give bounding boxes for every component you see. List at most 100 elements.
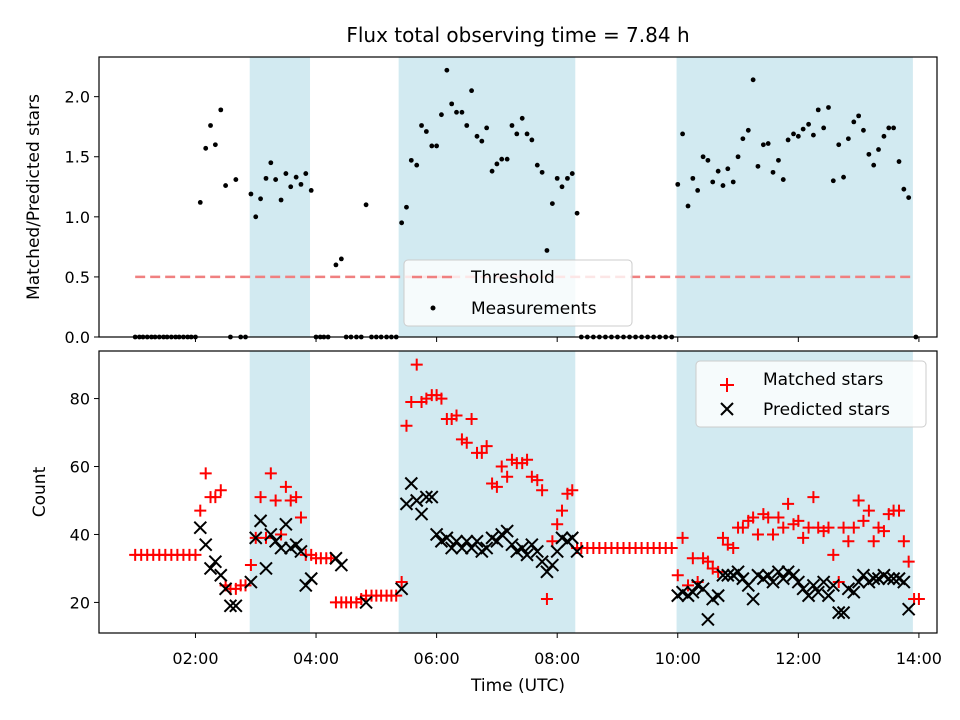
matched-point	[566, 484, 579, 497]
predicted-point	[530, 544, 544, 559]
matched-point	[264, 467, 277, 480]
matched-point	[751, 528, 764, 541]
measurement-point	[906, 195, 912, 201]
measurement-point	[765, 141, 771, 146]
predicted-point	[304, 571, 318, 586]
matched-point	[772, 511, 785, 524]
matched-point	[665, 542, 678, 555]
matched-point	[712, 565, 725, 578]
measurement-point	[459, 109, 465, 115]
predicted-point	[429, 527, 444, 542]
predicted-point	[520, 548, 534, 562]
measurement-point	[499, 156, 505, 162]
matched-point	[716, 531, 729, 544]
predicted-point	[746, 592, 760, 606]
matched-point	[400, 419, 413, 432]
measurement-point	[539, 169, 545, 175]
predicted-point	[771, 565, 786, 579]
matched-point	[435, 392, 448, 405]
matched-point	[239, 579, 252, 592]
measurement-point	[283, 171, 289, 176]
measurement-point	[776, 157, 781, 163]
matched-point	[194, 504, 207, 517]
measurement-point	[720, 183, 726, 188]
measurement-point	[675, 181, 681, 187]
predicted-point	[199, 537, 213, 552]
measurement-point	[770, 169, 776, 175]
predicted-point	[214, 568, 228, 582]
measurement-point	[524, 131, 530, 137]
y-tick-label: 40	[70, 525, 90, 544]
predicted-point	[565, 531, 579, 545]
measurement-point	[298, 181, 304, 187]
predicted-point	[394, 582, 409, 596]
matched-point	[475, 446, 488, 459]
x-tick-label: 04:00	[293, 649, 339, 668]
y-tick-label: 80	[70, 390, 90, 409]
predicted-point	[761, 568, 775, 582]
matched-point	[551, 518, 564, 531]
measurement-point	[263, 175, 269, 181]
matched-point	[902, 555, 915, 568]
matched-point	[682, 579, 695, 592]
y-tick-label: 1.0	[65, 208, 90, 227]
measurement-point	[449, 101, 455, 107]
measurement-point	[680, 131, 685, 137]
measurement-point	[268, 160, 274, 166]
measurement-point	[454, 109, 459, 115]
measurement-point	[710, 179, 716, 185]
matched-point	[209, 491, 222, 504]
matched-point	[747, 511, 760, 524]
predicted-point	[244, 575, 258, 589]
predicted-point	[279, 517, 293, 531]
matched-point	[797, 531, 810, 544]
measurement-point	[208, 123, 213, 128]
matched-point	[762, 511, 775, 524]
matched-point	[395, 576, 408, 589]
predicted-point	[419, 490, 434, 504]
measurement-point	[785, 137, 791, 143]
measurement-point	[519, 115, 525, 121]
predicted-point	[776, 571, 790, 586]
matched-point	[686, 552, 699, 565]
measurement-point	[534, 162, 540, 168]
top-panel-ylabel: Matched/Predicted stars	[24, 94, 44, 300]
matched-point	[556, 504, 569, 517]
measurement-point	[429, 143, 435, 149]
predicted-point	[404, 476, 418, 491]
predicted-point	[229, 599, 243, 613]
measurement-point	[851, 119, 857, 125]
measurement-point	[439, 112, 444, 118]
measurement-point	[474, 133, 480, 139]
measurement-point	[509, 123, 515, 128]
matched-point	[290, 491, 303, 504]
measurement-point	[529, 137, 535, 143]
matched-point	[199, 467, 212, 480]
top-panel-observing-bands	[249, 57, 913, 337]
measurement-point	[554, 175, 560, 181]
measurement-point	[806, 121, 811, 127]
x-tick-label: 12:00	[775, 649, 821, 668]
predicted-point	[470, 534, 484, 548]
matched-point	[893, 504, 906, 517]
predicted-point	[897, 575, 911, 589]
predicted-point	[479, 541, 494, 555]
top-panel-axes: 0.0 0.5 1.0 1.5 2.0	[65, 88, 920, 347]
legend-measurements-label: Measurements	[471, 299, 597, 319]
measurement-point	[303, 171, 309, 176]
measurement-point	[469, 88, 474, 94]
matched-point	[867, 535, 880, 548]
bottom-panel-frame	[98, 350, 938, 634]
matched-point	[480, 440, 493, 453]
matched-point	[279, 480, 292, 493]
measurement-point	[489, 168, 495, 174]
predicted-point	[410, 493, 424, 508]
measurement-point	[464, 123, 470, 128]
measurement-point	[815, 107, 821, 113]
y-tick-label: 2.0	[65, 88, 90, 107]
measurement-point	[293, 174, 299, 180]
measurement-point	[494, 161, 500, 167]
legend-matched-label: Matched stars	[763, 370, 883, 390]
measurement-point	[760, 142, 766, 148]
matched-point	[294, 511, 307, 524]
